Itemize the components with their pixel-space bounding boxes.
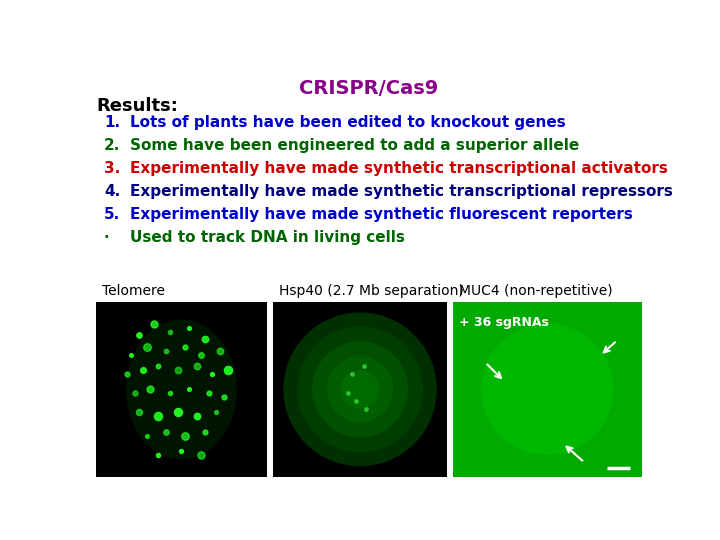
- Bar: [273, 302, 447, 477]
- Bar: [453, 302, 642, 477]
- Ellipse shape: [297, 327, 423, 453]
- Bar: [96, 302, 266, 477]
- Text: 2.: 2.: [104, 138, 120, 153]
- Text: Lots of plants have been edited to knockout genes: Lots of plants have been edited to knock…: [130, 115, 566, 130]
- Ellipse shape: [341, 370, 379, 409]
- Text: Experimentally have made synthetic fluorescent reporters: Experimentally have made synthetic fluor…: [130, 207, 633, 222]
- Text: Used to track DNA in living cells: Used to track DNA in living cells: [130, 231, 405, 245]
- Ellipse shape: [327, 356, 393, 423]
- Text: 3.: 3.: [104, 161, 120, 176]
- Bar: [453, 302, 642, 477]
- Text: Experimentally have made synthetic transcriptional repressors: Experimentally have made synthetic trans…: [130, 184, 673, 199]
- Text: Hsp40 (2.7 Mb separation): Hsp40 (2.7 Mb separation): [279, 284, 464, 298]
- Text: 4.: 4.: [104, 184, 120, 199]
- Text: Experimentally have made synthetic transcriptional activators: Experimentally have made synthetic trans…: [130, 161, 668, 176]
- Text: MUC4 (non-repetitive): MUC4 (non-repetitive): [459, 284, 613, 298]
- Ellipse shape: [284, 313, 437, 466]
- Text: Some have been engineered to add a superior allele: Some have been engineered to add a super…: [130, 138, 580, 153]
- Text: 5.: 5.: [104, 207, 120, 222]
- Text: Telomere: Telomere: [102, 284, 166, 298]
- Text: + 36 sgRNAs: + 36 sgRNAs: [459, 316, 549, 329]
- Text: Results:: Results:: [96, 97, 178, 115]
- Ellipse shape: [312, 341, 408, 437]
- Text: ·: ·: [104, 231, 109, 245]
- Text: 1.: 1.: [104, 115, 120, 130]
- Ellipse shape: [481, 324, 613, 455]
- Text: CRISPR/Cas9: CRISPR/Cas9: [300, 79, 438, 98]
- Ellipse shape: [126, 320, 237, 460]
